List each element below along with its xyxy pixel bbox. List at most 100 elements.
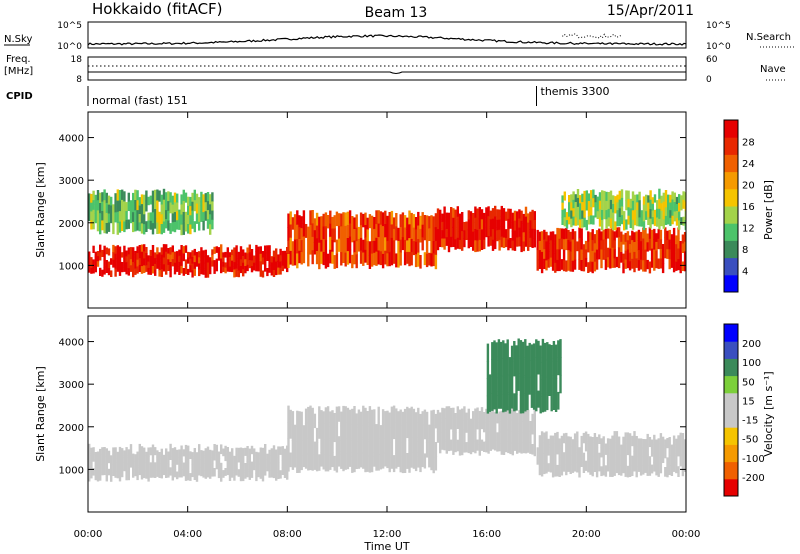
power-cell [657, 228, 660, 240]
velocity-cell [298, 457, 301, 473]
velocity-cell [235, 454, 238, 462]
power-cell [434, 241, 438, 256]
velocity-cell [535, 339, 538, 358]
velocity-cell [554, 344, 558, 362]
power-cell [215, 264, 218, 272]
velocity-cell [286, 454, 289, 463]
power-cell [560, 238, 564, 250]
power-cell [403, 215, 407, 228]
power-cell [568, 209, 571, 218]
velocity-cell [681, 443, 685, 455]
velocity-cell [107, 450, 111, 458]
power-cell [121, 262, 124, 268]
velocity-cell [661, 445, 665, 455]
power-cell [277, 261, 280, 269]
power-cell [96, 190, 100, 201]
velocity-cell [329, 425, 332, 441]
velocity-cell [257, 452, 260, 459]
power-cell [673, 211, 676, 222]
power-cell [160, 224, 163, 235]
power-cell [650, 239, 654, 250]
power-cell [129, 247, 133, 254]
power-cell [574, 202, 577, 211]
power-cell [156, 189, 159, 201]
velocity-cell [443, 408, 446, 420]
power-cell [388, 238, 391, 253]
velocity-cell [116, 451, 119, 459]
power-cell [609, 209, 613, 219]
velocity-cell [114, 462, 117, 471]
velocity-cell [576, 441, 579, 453]
velocity-cell [304, 423, 308, 439]
power-cell [408, 224, 411, 239]
power-cell [666, 230, 669, 241]
power-cell [611, 228, 614, 239]
velocity-cell [423, 409, 427, 425]
power-cell [125, 250, 128, 257]
velocity-cell [511, 431, 514, 444]
power-cell [604, 239, 608, 250]
power-cell [472, 222, 475, 233]
velocity-cell [683, 439, 686, 448]
power-cell [215, 246, 218, 253]
power-cell [653, 217, 657, 226]
velocity-cell [320, 438, 323, 453]
velocity-cell [94, 452, 97, 460]
velocity-cell [250, 469, 254, 478]
velocity-cell [401, 442, 405, 458]
velocity-cell [499, 375, 503, 393]
power-cell [436, 229, 440, 240]
power-cell [287, 227, 290, 241]
power-cell [375, 251, 378, 266]
power-cell [600, 258, 603, 269]
velocity-cell [359, 411, 363, 426]
power-cell [242, 262, 245, 270]
velocity-cell [611, 435, 614, 447]
velocity-cell [511, 408, 514, 421]
velocity-cell [491, 417, 495, 429]
velocity-cell [458, 443, 462, 456]
power-cell [642, 238, 645, 250]
power-cell [110, 196, 113, 206]
power-cell [138, 245, 141, 253]
power-cell [461, 221, 464, 232]
power-cell [307, 239, 310, 254]
power-cell [268, 245, 271, 253]
power-cell [116, 264, 119, 272]
velocity-cell [495, 377, 498, 396]
velocity-cell [324, 439, 328, 456]
power-cell [293, 226, 297, 240]
power-cell [430, 215, 433, 229]
colorbar-tick-label: -100 [742, 454, 765, 465]
velocity-cell [496, 441, 499, 452]
power-cell [140, 266, 144, 274]
power-cell [322, 226, 325, 240]
velocity-cell [198, 467, 201, 476]
power-cell [639, 241, 643, 251]
power-cell [283, 256, 287, 263]
power-cell [671, 215, 674, 225]
velocity-cell [526, 393, 529, 411]
power-cell [406, 251, 409, 264]
power-cell [611, 247, 614, 259]
power-cell [567, 260, 570, 271]
velocity-cell [147, 447, 150, 457]
velocity-cell [500, 443, 503, 455]
colorbar-swatch [724, 137, 738, 155]
velocity-cell [633, 441, 636, 452]
power-cell [204, 249, 207, 258]
velocity-cell [622, 463, 625, 474]
power-cell [580, 249, 583, 261]
velocity-cell [499, 391, 503, 409]
power-cell [381, 240, 385, 255]
velocity-cell [272, 461, 276, 471]
power-cell [443, 206, 446, 218]
velocity-cell [364, 455, 367, 473]
power-cell [655, 259, 658, 269]
velocity-cell [326, 454, 330, 472]
velocity-cell [474, 419, 477, 432]
velocity-cell [494, 421, 497, 432]
power-cell [92, 245, 95, 253]
power-cell [132, 262, 135, 270]
